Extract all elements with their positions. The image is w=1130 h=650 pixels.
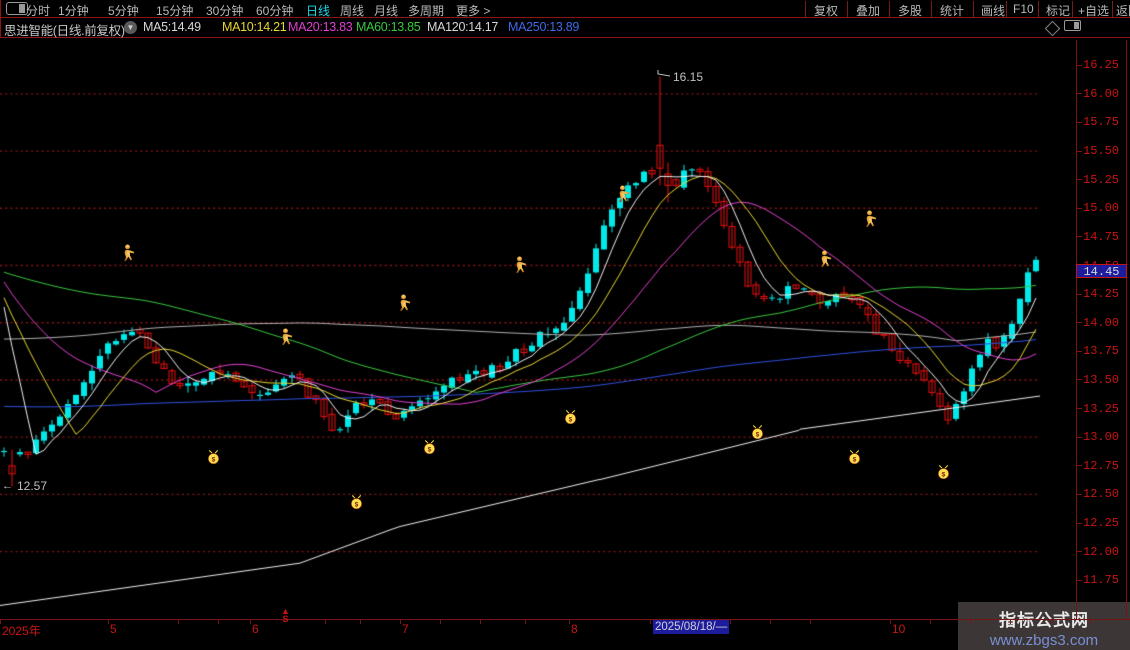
svg-text:$: $ bbox=[355, 501, 359, 508]
svg-text:$: $ bbox=[569, 416, 573, 423]
svg-text:$: $ bbox=[212, 456, 216, 463]
svg-text:$: $ bbox=[756, 431, 760, 438]
svg-text:$: $ bbox=[853, 456, 857, 463]
svg-text:$: $ bbox=[428, 446, 432, 453]
svg-text:$: $ bbox=[942, 471, 946, 478]
